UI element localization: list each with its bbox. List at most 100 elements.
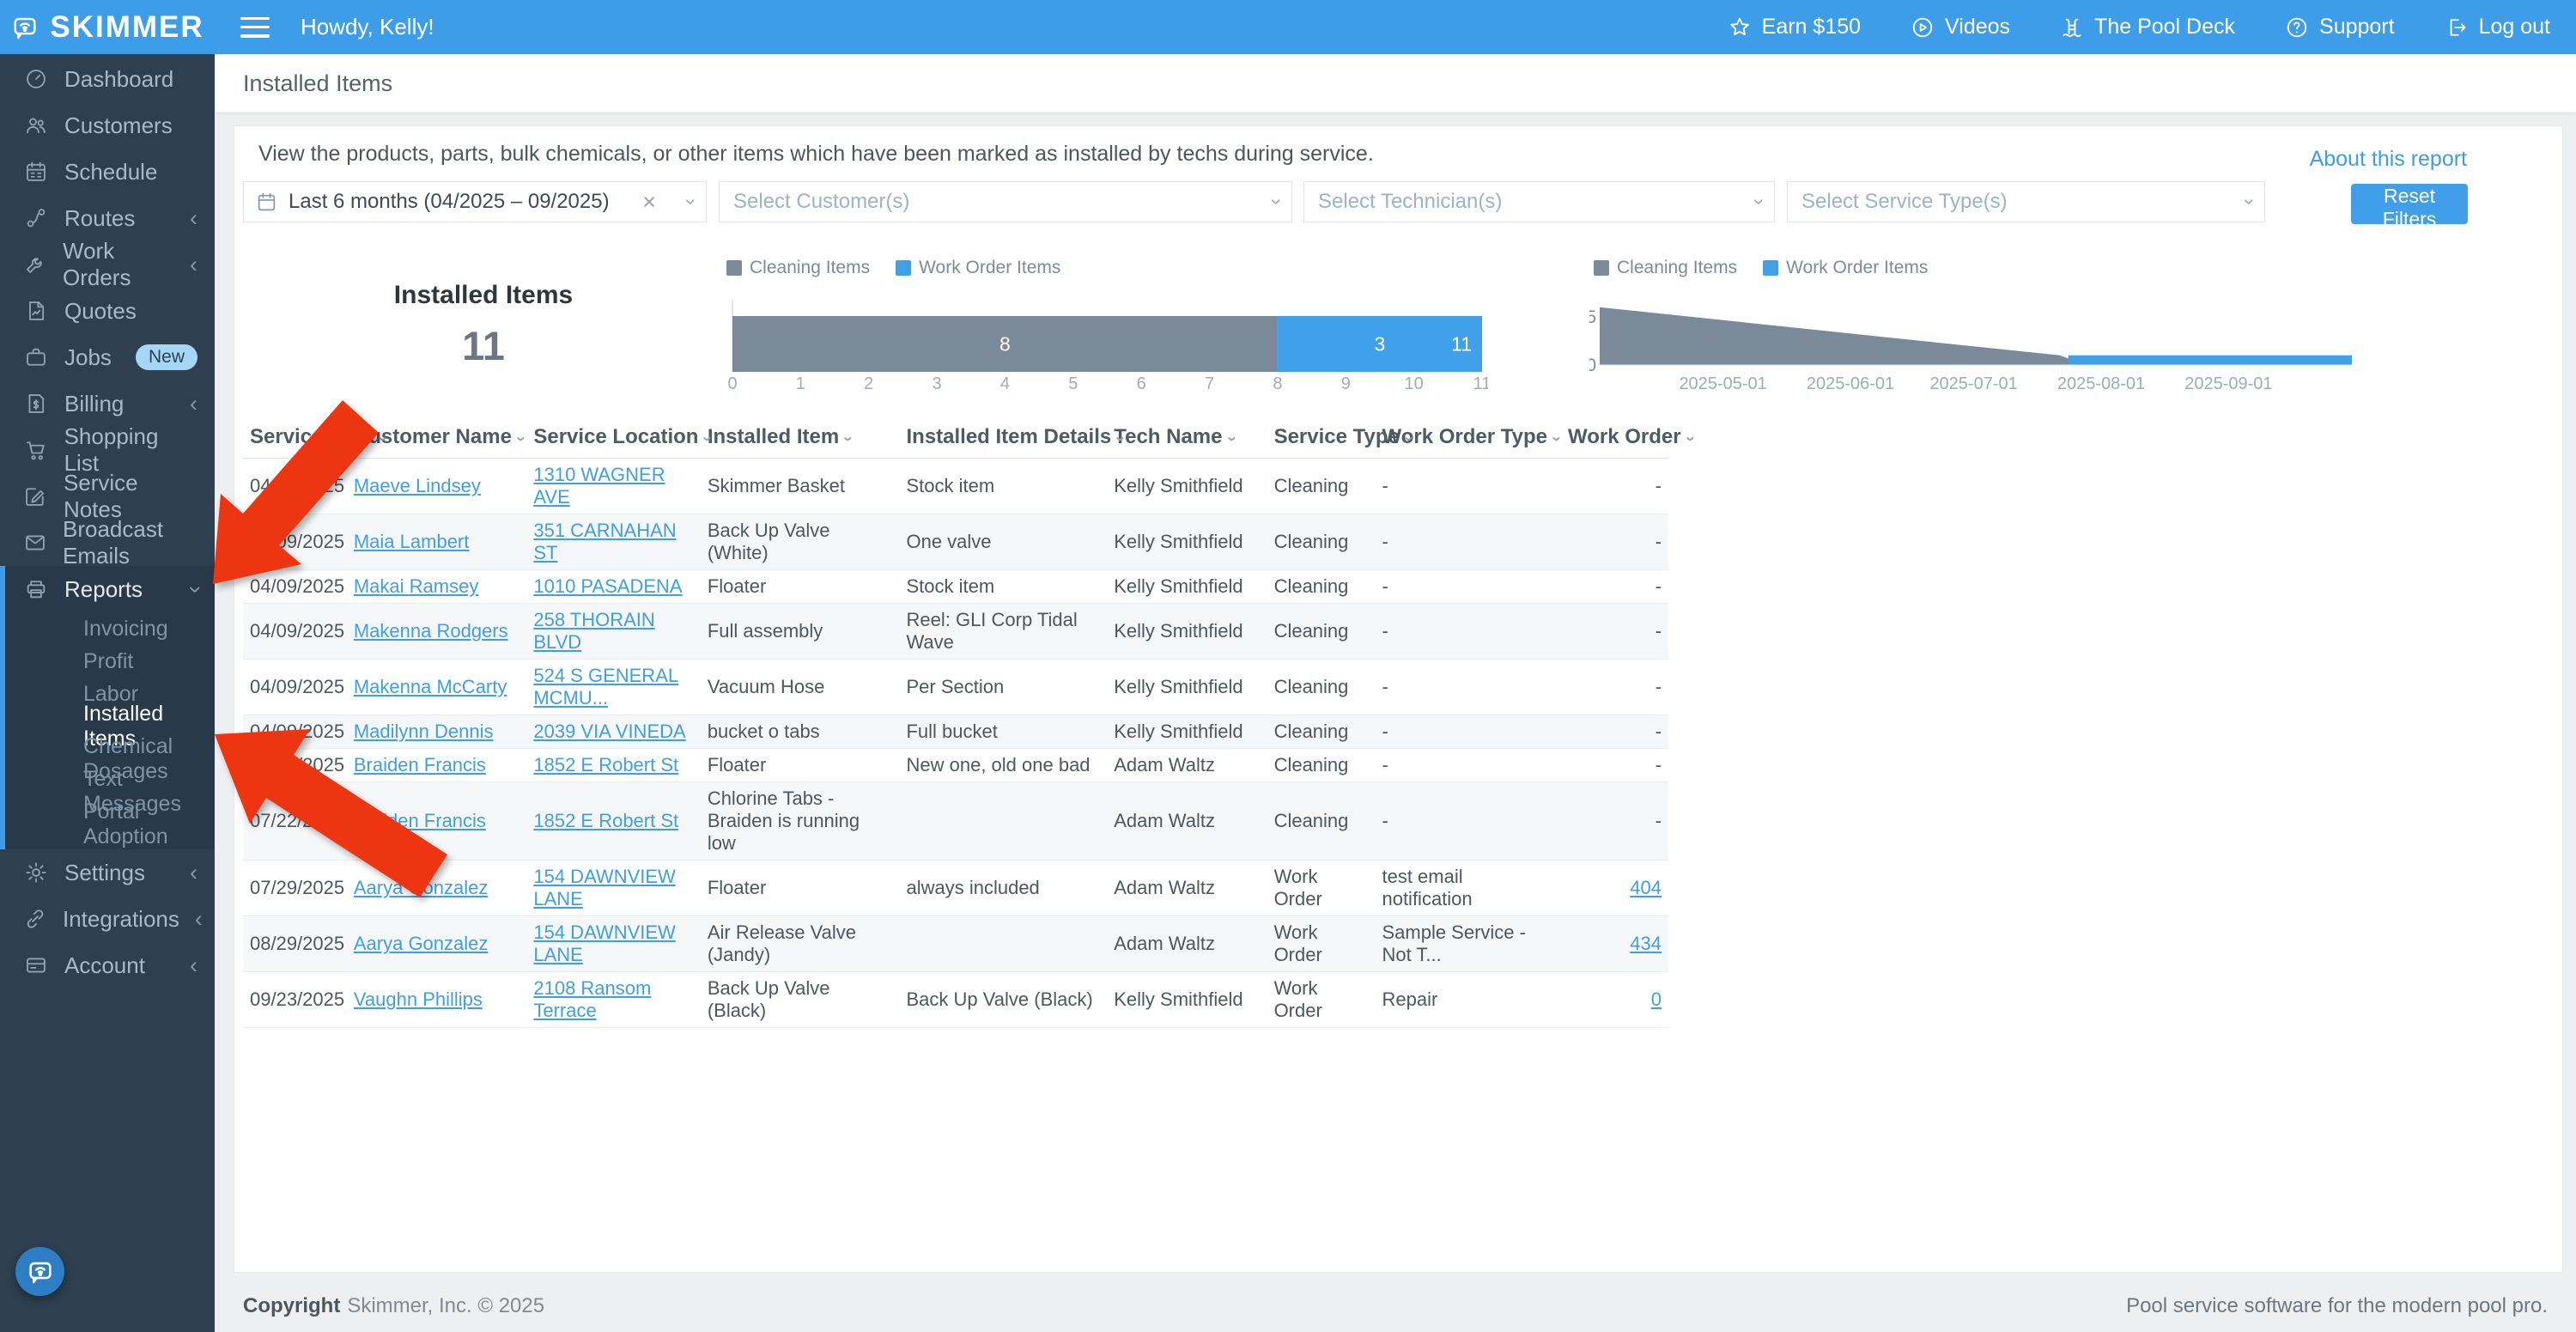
cell-work-order-type: test email notification	[1375, 860, 1562, 916]
service-location-link[interactable]: 2039 VIA VINEDA	[533, 721, 686, 742]
sidebar-item-broadcast-emails[interactable]: Broadcast Emails	[0, 516, 215, 569]
topbar-link-log-out[interactable]: Log out	[2445, 15, 2550, 40]
service-location-link[interactable]: 258 THORAIN BLVD	[533, 609, 655, 653]
table-row[interactable]: 04/09/2025 Maeve Lindsey 1310 WAGNER AVE Sk…	[243, 458, 1668, 514]
sidebar-item-reports[interactable]: Reports ‹	[5, 566, 215, 612]
sidebar-item-work-orders[interactable]: Work Orders ‹	[0, 238, 215, 290]
sidebar-item-quotes[interactable]: Quotes	[0, 288, 215, 334]
date-range-filter[interactable]: Last 6 months (04/2025 – 09/2025) × ‹	[243, 181, 707, 222]
cell-work-order: -	[1561, 748, 1668, 782]
table-row[interactable]: 04/09/2025 Madilynn Dennis 2039 VIA VINEDA…	[243, 715, 1668, 749]
reset-filters-button[interactable]: Reset Filters	[2351, 184, 2468, 230]
chevron-left-icon: ‹	[190, 390, 197, 417]
customer-name-link[interactable]: Vaughn Phillips	[353, 988, 483, 1010]
column-header-installed-item-details[interactable]: Installed Item Details›	[906, 425, 1130, 448]
service-location-link[interactable]: 1010 PASADENA	[533, 575, 683, 597]
table-row[interactable]: 04/09/2025 Makenna McCarty 524 S GENERAL M…	[243, 659, 1668, 715]
about-this-report-link[interactable]: About this report	[2309, 147, 2467, 171]
svg-text:7: 7	[1205, 374, 1214, 393]
installed-items-bar-chart: 8 3 11 0 1 2 3 4 5 6 7 8 9 10 11	[727, 300, 1488, 393]
table-row[interactable]: 08/29/2025 Aarya Gonzalez 154 DAWNVIEW LAN…	[243, 915, 1668, 972]
technician-filter[interactable]: Select Technician(s) ‹	[1303, 181, 1775, 222]
sidebar-item-routes[interactable]: Routes ‹	[0, 195, 215, 241]
clear-filter-icon[interactable]: ×	[642, 188, 656, 215]
column-header-work-order-type[interactable]: Work Order Type›	[1382, 425, 1566, 448]
sidebar-subitem-invoicing[interactable]: Invoicing	[83, 616, 168, 641]
sidebar-item-account[interactable]: Account ‹	[0, 942, 215, 988]
customer-name-link[interactable]: Madilynn Dennis	[353, 721, 494, 742]
sidebar-item-service-notes[interactable]: Service Notes	[0, 470, 215, 522]
summary-value: 11	[462, 323, 505, 368]
table-row[interactable]: 09/23/2025 Vaughn Phillips 2108 Ransom Ter…	[243, 971, 1668, 1028]
work-order-link[interactable]: 434	[1630, 933, 1662, 954]
table-row[interactable]: 04/09/2025 Makai Ramsey 1010 PASADENA Float…	[243, 569, 1668, 604]
sidebar-item-shopping-list[interactable]: Shopping List	[0, 423, 215, 476]
account-icon	[27, 958, 46, 973]
service-location-link[interactable]: 2108 Ransom Terrace	[533, 977, 652, 1021]
cell-tech-name: Kelly Smithfield	[1107, 603, 1267, 660]
customer-name-link[interactable]: Makenna Rodgers	[353, 620, 508, 642]
cell-work-order: -	[1561, 659, 1668, 715]
customer-name-link[interactable]: Aarya Gonzalez	[353, 933, 489, 954]
column-header-work-order[interactable]: Work Order›	[1568, 425, 1699, 448]
cell-work-order: 404	[1561, 860, 1668, 916]
customer-name-link[interactable]: Braiden Francis	[353, 810, 486, 831]
table-row[interactable]: 04/09/2025 Maia Lambert 351 CARNAHAN ST Bac…	[243, 514, 1668, 570]
customer-filter[interactable]: Select Customer(s) ‹	[719, 181, 1292, 222]
cell-service-type: Work Order	[1267, 971, 1376, 1028]
service-location-link[interactable]: 351 CARNAHAN ST	[533, 520, 677, 563]
svg-text:2: 2	[864, 374, 873, 393]
column-header-service-type[interactable]: Service Type›	[1273, 425, 1419, 448]
customer-name-link[interactable]: Aarya Gonzalez	[353, 877, 489, 898]
column-header-customer-name[interactable]: Customer Name›	[353, 425, 531, 448]
service-location-link[interactable]: 524 S GENERAL MCMU...	[533, 665, 679, 709]
topbar-link-videos[interactable]: Videos	[1911, 15, 2010, 40]
customer-name-link[interactable]: Makenna McCarty	[353, 676, 507, 697]
customer-name-link[interactable]: Braiden Francis	[353, 754, 486, 775]
customer-name-link[interactable]: Maia Lambert	[353, 531, 470, 552]
topbar-link-the-pool-deck[interactable]: The Pool Deck	[2060, 15, 2235, 40]
customer-name-link[interactable]: Maeve Lindsey	[353, 475, 481, 496]
column-header-installed-item[interactable]: Installed Item›	[707, 425, 858, 448]
service-location-link[interactable]: 154 DAWNVIEW LANE	[533, 921, 676, 965]
chat-bubble-icon	[28, 1262, 52, 1283]
sidebar-subitem-portal-adoption[interactable]: Portal Adoption	[83, 800, 168, 848]
chat-launcher-button[interactable]	[15, 1247, 64, 1296]
table-row[interactable]: 07/22/2025 Braiden Francis 1852 E Robert S…	[243, 782, 1668, 861]
service-location-link[interactable]: 1310 WAGNER AVE	[533, 464, 665, 508]
sidebar-item-billing[interactable]: Billing ‹	[0, 380, 215, 427]
quotes-icon	[29, 301, 45, 320]
customer-name-link[interactable]: Makai Ramsey	[353, 575, 479, 597]
sidebar-subitem-profit[interactable]: Profit	[83, 648, 134, 673]
skimmer-logo[interactable]: SKIMMER	[0, 0, 215, 54]
cell-service-date: 07/22/2025	[243, 782, 347, 861]
sidebar-item-schedule[interactable]: Schedule	[0, 149, 215, 195]
sidebar-subitem-labor[interactable]: Labor	[83, 681, 138, 706]
top-bar-links: Earn $150 Videos The Pool Deck Support Log o…	[1728, 15, 2550, 40]
work-order-link[interactable]: 404	[1630, 877, 1662, 898]
dashboard-icon	[27, 70, 46, 88]
sidebar-item-settings[interactable]: Settings ‹	[0, 849, 215, 896]
service-location-link[interactable]: 1852 E Robert St	[533, 754, 679, 775]
column-header-tech-name[interactable]: Tech Name›	[1114, 425, 1241, 448]
menu-icon[interactable]	[240, 16, 270, 38]
sidebar-item-customers[interactable]: Customers	[0, 102, 215, 149]
table-row[interactable]: 04/09/2025 Makenna Rodgers 258 THORAIN BLV…	[243, 603, 1668, 660]
sidebar-item-integrations[interactable]: Integrations ‹	[0, 896, 215, 942]
topbar-link-support[interactable]: Support	[2285, 15, 2395, 40]
column-header-service-location[interactable]: Service Location›	[533, 425, 717, 448]
service-location-link[interactable]: 1852 E Robert St	[533, 810, 679, 831]
service-type-filter[interactable]: Select Service Type(s) ‹	[1787, 181, 2265, 222]
service-location-link[interactable]: 154 DAWNVIEW LANE	[533, 866, 676, 909]
cell-service-location: 1852 E Robert St	[526, 782, 701, 861]
sidebar-item-jobs[interactable]: Jobs New	[0, 334, 215, 380]
chevron-left-icon: ‹	[190, 859, 197, 885]
table-header-row: Service Date› Customer Name› Service Locat…	[243, 417, 1699, 459]
table-row[interactable]: 07/29/2025 Aarya Gonzalez 154 DAWNVIEW LAN…	[243, 860, 1668, 916]
sidebar-item-dashboard[interactable]: Dashboard	[0, 56, 215, 102]
work-order-link[interactable]: 0	[1650, 988, 1662, 1010]
topbar-link-earn-150[interactable]: Earn $150	[1728, 15, 1861, 40]
table-row[interactable]: 07/22/2025 Braiden Francis 1852 E Robert S…	[243, 748, 1668, 782]
column-header-service-date[interactable]: Service Date›	[250, 425, 392, 448]
svg-text:8: 8	[1273, 374, 1282, 393]
